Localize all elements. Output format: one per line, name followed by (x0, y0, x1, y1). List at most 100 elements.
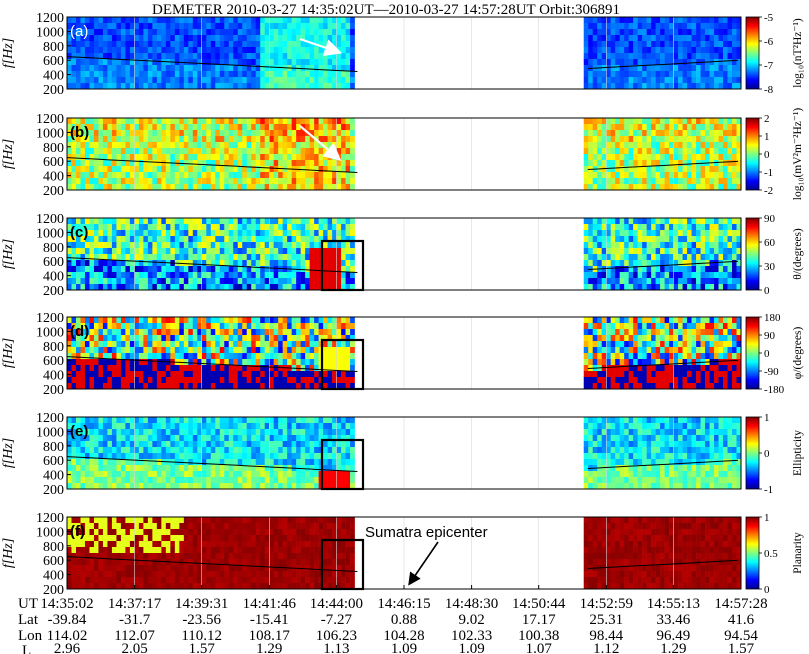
spectrogram-cell (628, 47, 634, 54)
spectrogram-cell (210, 47, 216, 54)
spectrogram-cell (651, 329, 656, 336)
spectrogram-cell (224, 254, 230, 261)
spectrogram-cell (318, 65, 324, 72)
spectrogram-cell (75, 423, 81, 430)
spectrogram-cell (206, 35, 212, 42)
spectrogram-cell (224, 248, 230, 255)
spectrogram-cell (601, 266, 607, 273)
spectrogram-cell (323, 65, 328, 72)
spectrogram-cell (606, 230, 611, 237)
spectrogram-cell (678, 236, 683, 243)
spectrogram-cell (98, 383, 104, 390)
spectrogram-cell (633, 365, 638, 372)
spectrogram-cell (723, 65, 728, 72)
spectrogram-cell (637, 365, 643, 372)
spectrogram-cell (143, 130, 149, 137)
spectrogram-b (67, 118, 742, 191)
spectrogram-cell (219, 23, 225, 30)
spectrogram-cell (696, 230, 701, 237)
spectrogram-cell (588, 260, 594, 267)
spectrogram-cell (134, 124, 140, 131)
spectrogram-cell (332, 29, 337, 36)
spectrogram-cell (138, 118, 144, 125)
spectrogram-cell (341, 371, 346, 378)
spectrogram-cell (107, 148, 113, 155)
spectrogram-cell (682, 224, 688, 231)
cutoff-line (66, 356, 358, 372)
spectrogram-cell (75, 248, 81, 255)
spectrogram-cell (71, 41, 77, 48)
spectrogram-cell (215, 218, 221, 225)
spectrogram-cell (318, 160, 324, 167)
spectrogram-cell (152, 59, 158, 66)
spectrogram-cell (624, 166, 629, 173)
spectrogram-cell (183, 272, 189, 279)
spectrogram-cell (129, 284, 135, 291)
spectrogram-cell (718, 260, 724, 267)
spectrogram-cell (583, 341, 589, 348)
spectrogram-cell (161, 118, 167, 125)
spectrogram-cell (170, 218, 176, 225)
spectrogram-cell (246, 359, 252, 366)
spectrogram-cell (147, 142, 153, 149)
spectrogram-cell (323, 377, 328, 384)
spectrogram-cell (610, 266, 616, 273)
spectrogram-cell (714, 278, 719, 285)
spectrogram-cell (80, 335, 86, 342)
spectrogram-cell (332, 184, 337, 191)
spectrogram-cell (179, 77, 185, 84)
spectrogram-cell (224, 230, 230, 237)
spectrogram-cell (642, 383, 647, 390)
spectrogram-cell (219, 142, 225, 149)
spectrogram-cell (120, 178, 126, 185)
spectrogram-cell (314, 124, 319, 131)
spectrogram-cell (206, 83, 212, 90)
spectrogram-cell (660, 29, 665, 36)
spectrogram-cell (224, 65, 230, 72)
spectrogram-cell (624, 278, 629, 285)
spectrogram-cell (305, 184, 310, 191)
spectrogram-cell (242, 236, 248, 243)
spectrogram-cell (651, 317, 656, 324)
spectrogram-cell (233, 17, 239, 24)
spectrogram-cell (228, 59, 234, 66)
spectrogram-cell (152, 130, 158, 137)
spectrogram-cell (642, 272, 647, 279)
spectrogram-cell (597, 124, 602, 131)
spectrogram-cell (345, 218, 351, 225)
spectrogram-cell (642, 53, 647, 60)
spectrogram-cell (624, 59, 629, 66)
spectrogram-cell (341, 172, 346, 179)
spectrogram-cell (323, 365, 328, 372)
spectrogram-cell (93, 77, 99, 84)
spectrogram-cell (228, 383, 234, 390)
spectrogram-cell (233, 347, 239, 354)
spectrogram-cell (727, 65, 733, 72)
spectrogram-cell (111, 166, 117, 173)
spectrogram-cell (156, 248, 162, 255)
spectrogram-cell (282, 371, 288, 378)
spectrogram-cell (224, 371, 230, 378)
spectrogram-cell (125, 166, 131, 173)
spectrogram-cell (606, 17, 611, 24)
spectrogram-cell (314, 35, 319, 42)
spectrogram-cell (673, 254, 679, 261)
spectrogram-cell (264, 272, 270, 279)
spectrogram-cell (687, 154, 692, 161)
spectrogram-cell (642, 317, 647, 324)
spectrogram-cell (655, 242, 661, 249)
spectrogram-cell (179, 47, 185, 54)
spectrogram-cell (156, 166, 162, 173)
spectrogram-cell (84, 47, 90, 54)
spectrogram-cell (646, 166, 652, 173)
spectrogram-cell (255, 353, 261, 360)
spectrogram-cell (260, 166, 265, 173)
spectrogram-cell (736, 118, 742, 125)
spectrogram-cell (624, 77, 629, 84)
spectrogram-cell (345, 224, 351, 231)
spectrogram-cell (156, 59, 162, 66)
spectrogram-cell (255, 284, 261, 291)
spectrogram-cell (116, 278, 122, 285)
spectrogram-cell (610, 29, 616, 36)
spectrogram-cell (197, 242, 203, 249)
